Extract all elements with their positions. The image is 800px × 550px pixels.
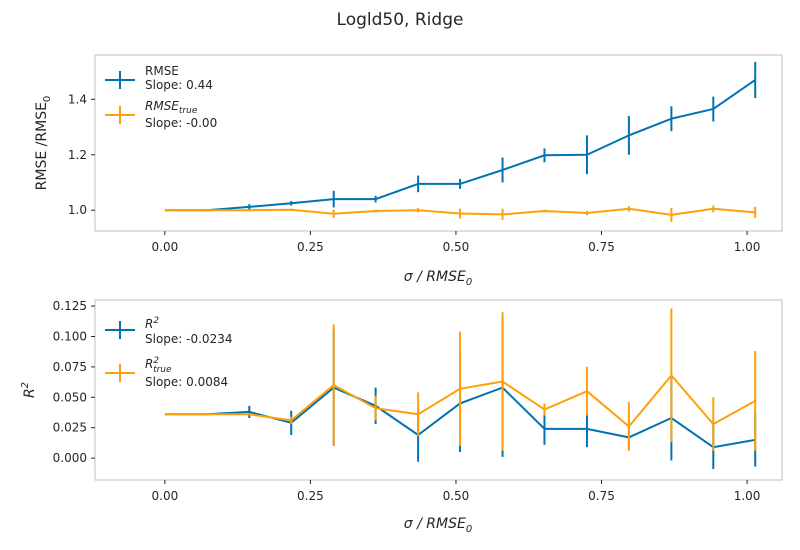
legend-rmse-label: RMSE: [145, 64, 179, 78]
legend-rmse-slope: Slope: 0.44: [145, 78, 213, 92]
r2-x-tick-label: 1.00: [734, 489, 761, 503]
r2-x-axis-label: σ / RMSE0: [404, 516, 472, 535]
rmse-legend: RMSE Slope: 0.44 RMSEtrue Slope: -0.00: [105, 64, 217, 130]
r2-y-tick-label: 0.050: [53, 390, 87, 404]
r2-y-axis-label: R2: [20, 382, 38, 398]
figure-title: Logld50, Ridge: [337, 10, 464, 30]
legend-r2-true-slope: Slope: 0.0084: [145, 375, 228, 389]
r2-y-tick-label: 0.000: [53, 451, 87, 465]
legend-r2-label: R2: [145, 316, 159, 331]
rmse-x-tick-label: 0.50: [443, 240, 470, 254]
r2-x-tick-label: 0.00: [152, 489, 179, 503]
rmse-series-0-line: [164, 79, 756, 212]
r2-plot-frame: [94, 299, 783, 481]
legend-r2-true-label: R2 true: [145, 356, 172, 375]
rmse-x-tick-label: 0.25: [297, 240, 324, 254]
legend-rmse-true-label: RMSEtrue: [145, 99, 198, 116]
rmse-x-tick-label: 0.75: [588, 240, 615, 254]
rmse-y-tick-label: 1.0: [68, 203, 87, 217]
rmse-panel: σ / RMSE0 RMSE /RMSE0 0.00 0.25 0.50 0.75 1.…: [34, 54, 783, 288]
r2-y-tick-label: 0.100: [53, 329, 87, 343]
rmse-y-tick-label: 1.2: [68, 148, 87, 162]
r2-legend: R2 Slope: -0.0234 R2 true Slope: 0.0084: [105, 316, 232, 389]
r2-x-tick-label: 0.50: [443, 489, 470, 503]
rmse-x-tick-label: 1.00: [734, 240, 761, 254]
r2-y-tick-label: 0.075: [53, 360, 87, 374]
rmse-plot-frame: [94, 54, 783, 232]
r2-panel: σ / RMSE0 R2 0.00 0.25 0.50 0.75 1.00 0.000 0…: [20, 299, 783, 535]
rmse-y-axis-label: RMSE /RMSE0: [34, 96, 53, 191]
r2-y-tick-label: 0.125: [53, 299, 87, 313]
legend-r2-slope: Slope: -0.0234: [145, 332, 232, 346]
rmse-y-tick-label: 1.4: [68, 92, 87, 106]
legend-rmse-true-slope: Slope: -0.00: [145, 116, 217, 130]
r2-x-tick-label: 0.25: [297, 489, 324, 503]
rmse-x-tick-label: 0.00: [152, 240, 179, 254]
r2-y-tick-label: 0.025: [53, 421, 87, 435]
r2-x-tick-label: 0.75: [588, 489, 615, 503]
rmse-x-axis-label: σ / RMSE0: [404, 269, 472, 288]
